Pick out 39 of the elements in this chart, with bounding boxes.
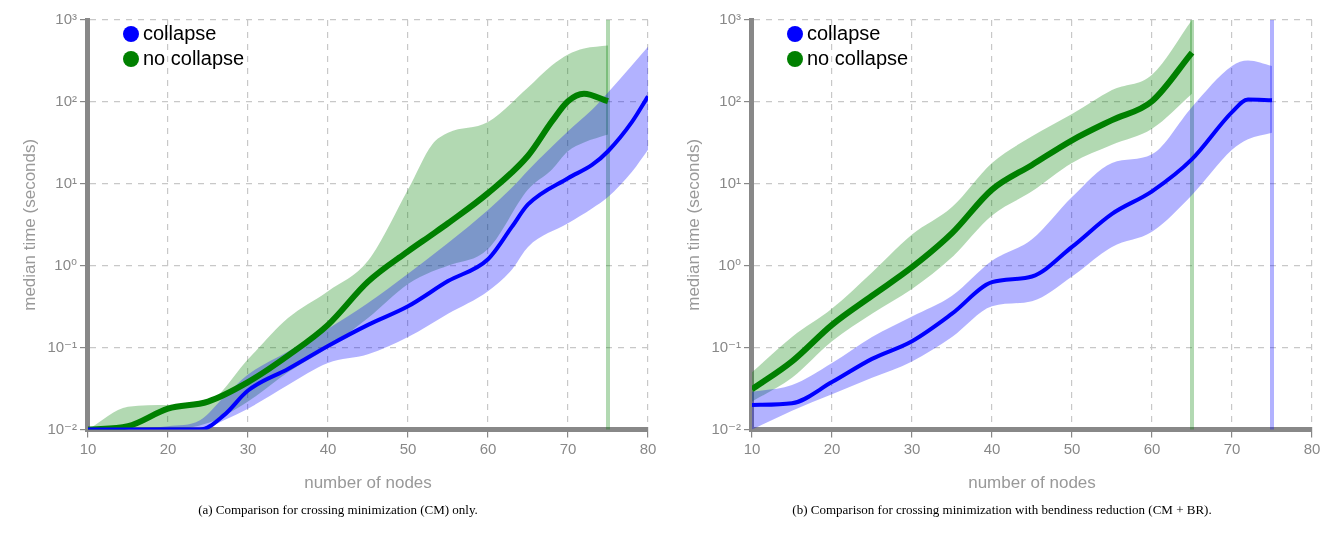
x-tick-label: 50 bbox=[399, 439, 417, 457]
x-tick-label: 80 bbox=[1303, 439, 1321, 457]
y-tick-label: 10³ bbox=[719, 10, 741, 28]
x-tick-label: 60 bbox=[1143, 439, 1161, 457]
x-tick-label: 10 bbox=[79, 439, 97, 457]
y-tick-label: 10² bbox=[719, 92, 741, 110]
y-tick-label: 10¹ bbox=[719, 173, 741, 191]
y-tick-label: 10³ bbox=[55, 10, 77, 28]
x-tick-label: 20 bbox=[823, 439, 841, 457]
x-tick-label: 30 bbox=[239, 439, 257, 457]
y-tick-label: 10⁰ bbox=[54, 255, 77, 273]
text: (b) Comparison for crossing minimization with bendiness reduction (CM + BR). bbox=[792, 502, 1212, 518]
text: (a) Comparison for crossing minimization (CM) only. bbox=[198, 502, 478, 518]
x-tick-label: 30 bbox=[903, 439, 921, 457]
y-tick-label: 10⁻² bbox=[47, 419, 77, 437]
x-tick-label: 70 bbox=[1223, 439, 1241, 457]
y-tick-label: 10⁻¹ bbox=[47, 337, 77, 355]
y-tick-label: 10⁰ bbox=[718, 255, 741, 273]
x-tick-label: 10 bbox=[743, 439, 761, 457]
y-tick-label: 10⁻¹ bbox=[711, 337, 741, 355]
y-axis-title: median time (seconds) bbox=[683, 138, 703, 311]
y-tick-label: 10⁻² bbox=[711, 419, 741, 437]
x-axis-title: number of nodes bbox=[304, 473, 432, 493]
legend-label: collapse bbox=[807, 21, 881, 44]
x-tick-label: 80 bbox=[639, 439, 657, 457]
x-tick-label: 50 bbox=[1063, 439, 1081, 457]
x-axis-title: number of nodes bbox=[968, 473, 1096, 493]
legend-label: collapse bbox=[143, 21, 217, 44]
y-axis-title: median time (seconds) bbox=[19, 138, 39, 311]
x-tick-label: 40 bbox=[319, 439, 337, 457]
legend-label: no collapse bbox=[807, 46, 909, 69]
x-tick-label: 60 bbox=[479, 439, 497, 457]
y-tick-label: 10¹ bbox=[55, 173, 77, 191]
x-tick-label: 40 bbox=[983, 439, 1001, 457]
line-series bbox=[752, 97, 1274, 407]
x-tick-label: 20 bbox=[159, 439, 177, 457]
x-tick-label: 70 bbox=[559, 439, 577, 457]
legend-label: no collapse bbox=[143, 46, 245, 69]
y-tick-label: 10² bbox=[55, 92, 77, 110]
